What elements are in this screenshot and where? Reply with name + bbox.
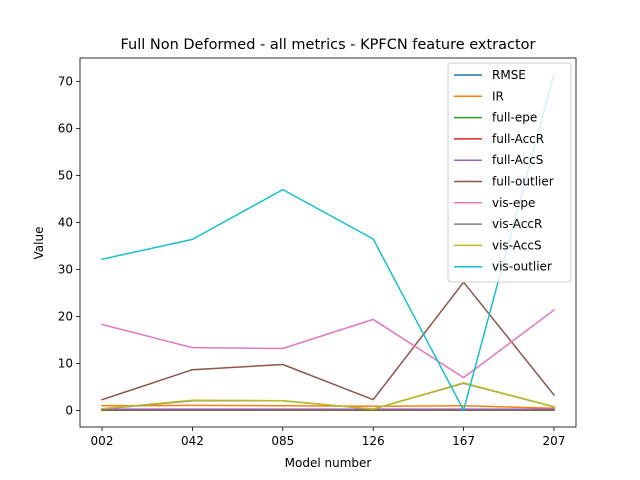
y-tick-label: 10 (58, 357, 73, 371)
plot-area: 002 042 085 126 167 207 0 10 20 30 40 50 60 70 (58, 57, 577, 448)
x-tick-label: 085 (271, 434, 294, 448)
x-tick-label: 002 (91, 434, 114, 448)
x-tick-label: 167 (452, 434, 475, 448)
legend-label-full-epe: full-epe (492, 111, 537, 125)
plot-frame (79, 57, 577, 428)
series-line-full-outlier (101, 281, 556, 401)
x-axis-label: Model number (285, 456, 372, 470)
y-tick-label: 0 (65, 404, 73, 418)
legend-label-full-accr: full-AccR (492, 132, 544, 146)
legend-label-ir: IR (492, 89, 504, 103)
y-tick-label: 30 (58, 263, 73, 277)
legend-label-vis-accr: vis-AccR (492, 217, 542, 231)
legend-label-full-outlier: full-outlier (492, 175, 554, 189)
series-line-vis-epe (101, 308, 556, 379)
y-tick-label: 60 (58, 122, 73, 136)
legend-label-vis-epe: vis-epe (492, 196, 535, 210)
y-tick-label: 50 (58, 169, 73, 183)
series-line-vis-accs (101, 382, 555, 410)
x-tick-label: 207 (543, 434, 566, 448)
y-axis-label: Value (32, 227, 46, 260)
y-tick-label: 70 (58, 75, 73, 89)
y-tick-label: 40 (58, 216, 73, 230)
legend-label-vis-outlier: vis-outlier (492, 260, 552, 274)
chart-title: Full Non Deformed - all metrics - KPFCN … (120, 37, 535, 53)
legend: RMSE IR full-epe full-AccR full-AccS full-out… (447, 62, 572, 283)
legend-label-full-accs: full-AccS (492, 153, 543, 167)
legend-label-vis-accs: vis-AccS (492, 238, 542, 252)
x-tick-label: 042 (181, 434, 204, 448)
legend-label-rmse: RMSE (492, 68, 526, 82)
series-line-ir (101, 404, 555, 409)
x-tick-label: 126 (362, 434, 385, 448)
y-tick-label: 20 (58, 310, 73, 324)
series-line-vis-outlier (101, 73, 555, 411)
